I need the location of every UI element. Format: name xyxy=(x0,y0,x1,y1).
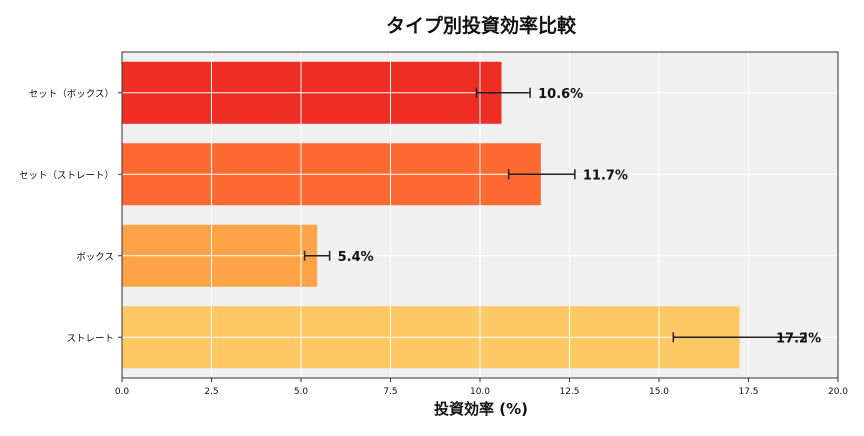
data-label: 10.6% xyxy=(538,87,583,102)
x-tick-label: 17.5 xyxy=(738,387,758,397)
x-tick-label: 7.5 xyxy=(383,387,397,397)
data-label: 5.4% xyxy=(338,250,374,265)
y-tick-label: ボックス xyxy=(76,252,114,263)
x-tick-label: 2.5 xyxy=(204,387,218,397)
x-tick-label: 20.0 xyxy=(828,387,848,397)
x-tick-label: 15.0 xyxy=(649,387,669,397)
data-label: 11.7% xyxy=(583,168,628,183)
y-tick-label: セット（ボックス） xyxy=(29,88,114,100)
plot-frame xyxy=(121,51,839,379)
y-tick-label: ストレート xyxy=(66,333,114,344)
x-tick-label: 12.5 xyxy=(559,387,579,397)
x-tick-label: 10.0 xyxy=(470,387,490,397)
y-tick-label: セット（ストレート） xyxy=(19,169,114,181)
chart-title: タイプ別投資効率比較 xyxy=(386,14,577,37)
x-axis-label: 投資効率 (%) xyxy=(434,400,528,418)
x-tick-label: 5.0 xyxy=(294,387,309,397)
x-tick-label: 0.0 xyxy=(115,387,130,397)
data-label: 17.2% xyxy=(776,331,821,346)
